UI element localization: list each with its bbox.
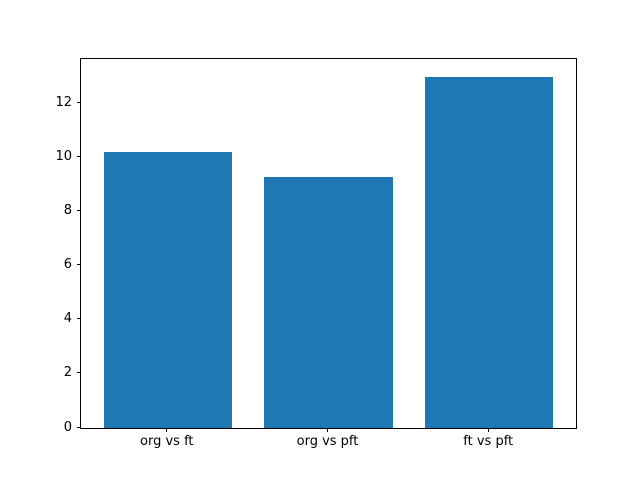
y-tick-mark: [77, 426, 81, 428]
bar-org-vs-ft: [103, 152, 233, 428]
x-tick-label: ft vs pft: [463, 434, 514, 449]
y-tick-label: 0: [63, 419, 72, 435]
x-tick-mark: [166, 428, 168, 432]
y-tick-mark: [77, 102, 81, 104]
y-tick-label: 2: [63, 365, 72, 381]
y-tick-mark: [77, 372, 81, 374]
y-tick-label: 4: [63, 311, 72, 327]
y-tick-mark: [77, 264, 81, 266]
y-tick-mark: [77, 156, 81, 158]
plot-area: [80, 58, 577, 429]
bar-ft-vs-pft: [424, 76, 554, 428]
x-tick-label: org vs ft: [140, 434, 194, 449]
x-tick-mark: [327, 428, 328, 432]
bar-org-vs-pft: [264, 176, 393, 428]
y-tick-label: 10: [55, 149, 72, 165]
y-tick-label: 6: [63, 257, 72, 273]
x-tick-label: org vs pft: [296, 434, 359, 449]
y-tick-mark: [77, 210, 81, 212]
y-tick-label: 8: [63, 203, 72, 219]
x-tick-mark: [487, 428, 489, 432]
y-tick-label: 12: [55, 95, 72, 111]
y-tick-mark: [77, 318, 81, 320]
